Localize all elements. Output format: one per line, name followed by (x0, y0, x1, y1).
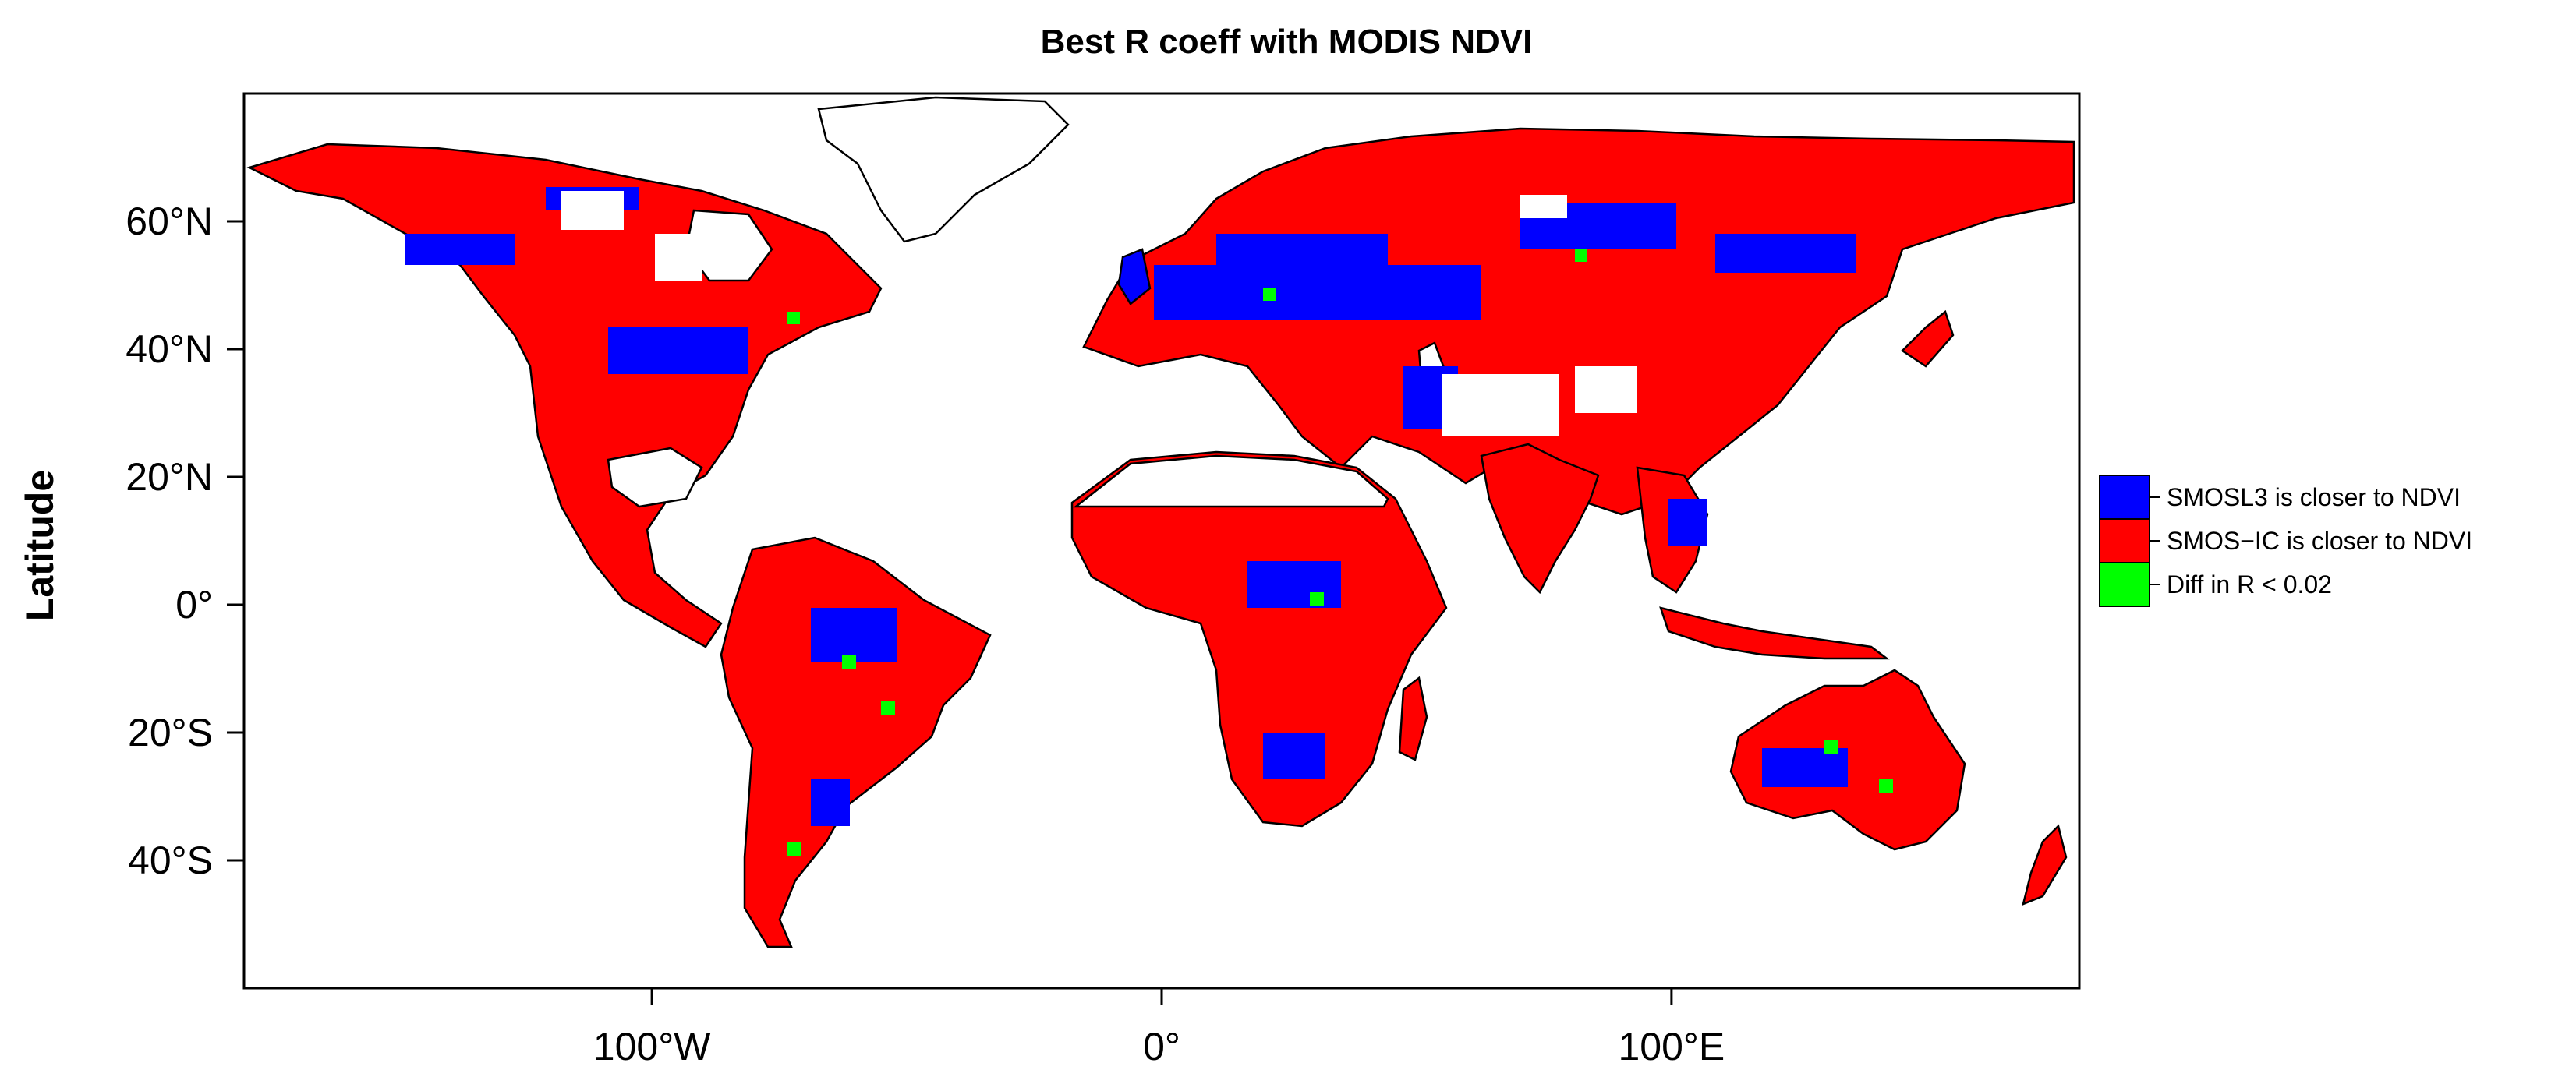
green-patch (881, 701, 895, 715)
sahara-blank-region (1073, 454, 1389, 508)
blue-patch (405, 234, 515, 265)
no-data-patch (1575, 366, 1637, 413)
y-tick-label: 20°S (128, 711, 213, 754)
y-tick-label: 60°N (126, 200, 213, 243)
y-axis: 60°N 40°N 20°N 0° 20°S 40°S (126, 200, 244, 882)
legend-swatch (2099, 475, 2150, 520)
legend-label: SMOS−IC is closer to NDVI (2167, 527, 2472, 555)
blue-patch (1154, 265, 1481, 320)
japan-landmass (1901, 309, 1955, 368)
y-tick-label: 20°N (126, 455, 213, 499)
green-patch (842, 655, 856, 669)
blue-patch (1762, 748, 1848, 787)
blue-patch (811, 779, 850, 826)
indonesia-landmass (1659, 606, 1890, 660)
x-tick-label: 100°E (1618, 1025, 1725, 1068)
x-tick-label: 100°W (593, 1025, 711, 1068)
blue-patch (608, 327, 748, 374)
europe-asia-landmass (1082, 127, 2075, 516)
madagascar-landmass (1398, 676, 1428, 761)
green-patch (1575, 249, 1587, 262)
green-pixel-layer (787, 249, 1893, 856)
y-axis-label: Latitude (18, 470, 62, 621)
y-tick-label: 0° (175, 583, 213, 627)
india-landmass (1480, 443, 1600, 595)
green-patch (787, 312, 800, 324)
legend: SMOSL3 is closer to NDVI SMOS−IC is close… (2099, 475, 2472, 607)
legend-label: SMOSL3 is closer to NDVI (2167, 483, 2461, 511)
new-zealand-landmass (2022, 824, 2068, 906)
legend-swatch (2099, 562, 2150, 607)
no-data-patch (1442, 374, 1559, 436)
y-tick-label: 40°N (126, 327, 213, 371)
green-patch (1310, 592, 1324, 606)
no-data-patch (655, 234, 702, 281)
blue-patch (1715, 234, 1856, 273)
blue-patch (811, 608, 897, 662)
no-data-patch (1520, 195, 1567, 218)
x-tick-label: 0° (1143, 1025, 1180, 1068)
legend-label: Diff in R < 0.02 (2167, 570, 2332, 599)
green-patch (1824, 740, 1838, 754)
chart-title: Best R coeff with MODIS NDVI (1041, 23, 1533, 61)
africa-landmass (1070, 450, 1448, 828)
blue-patch (1247, 561, 1341, 608)
y-tick-label: 40°S (128, 839, 213, 882)
no-data-areas (561, 191, 1637, 436)
uk-landmass (1117, 248, 1152, 305)
legend-swatch (2099, 518, 2150, 563)
no-data-patch (561, 191, 624, 230)
blue-patch (1263, 733, 1325, 779)
green-patch (787, 842, 801, 856)
plot-area (242, 92, 2081, 990)
x-axis: 100°W 0° 100°E (593, 988, 1725, 1068)
gulf-of-mexico (607, 447, 703, 508)
green-patch (1879, 779, 1893, 793)
blue-patch (1216, 234, 1388, 265)
green-patch (1263, 288, 1276, 301)
greenland-outline (817, 96, 1070, 243)
blue-patch (1668, 499, 1707, 546)
